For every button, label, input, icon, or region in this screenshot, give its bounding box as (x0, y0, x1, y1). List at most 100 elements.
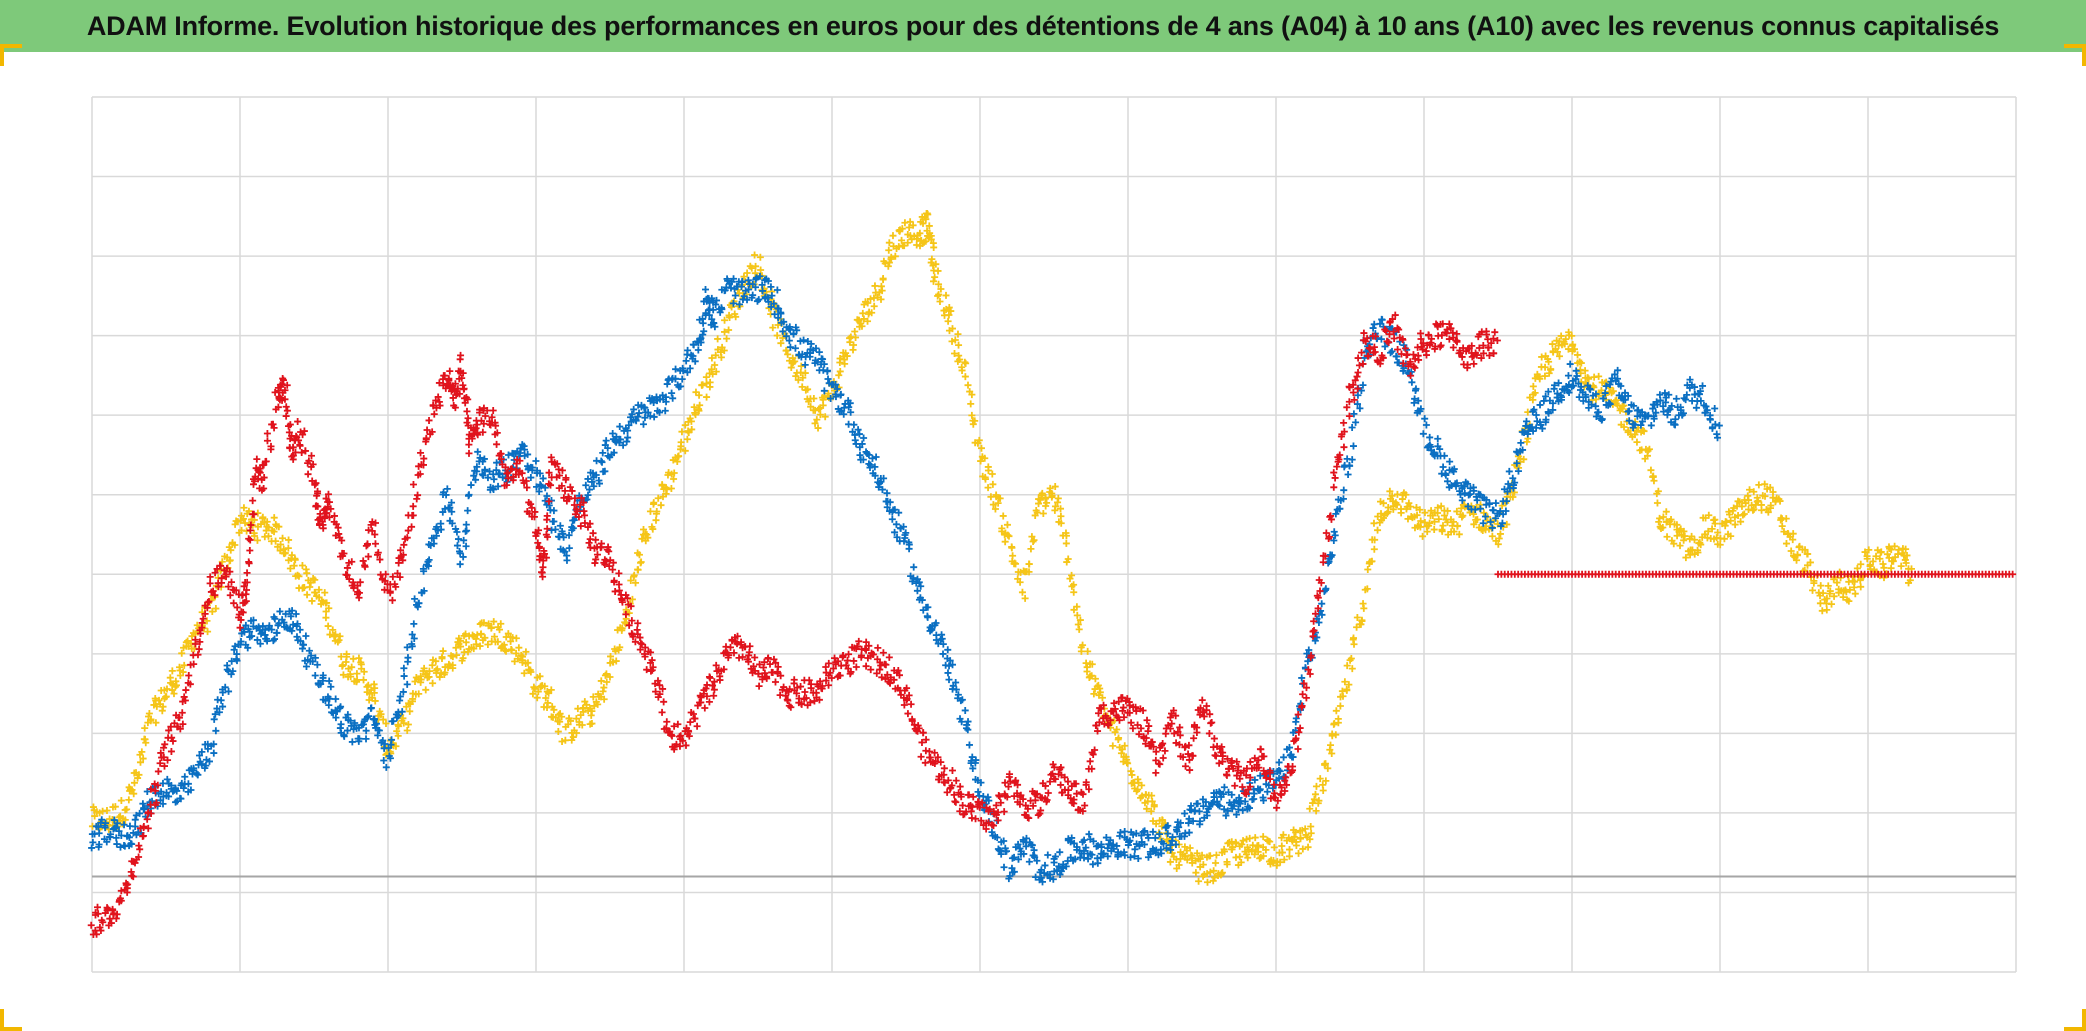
data-point (1027, 545, 1035, 553)
data-point (1897, 562, 1905, 570)
data-point (1251, 776, 1259, 784)
data-point (852, 663, 860, 671)
data-point (1332, 707, 1340, 715)
data-point (673, 458, 681, 466)
data-point (1127, 767, 1135, 775)
data-point (1450, 518, 1458, 526)
data-point (1286, 846, 1294, 854)
data-point (918, 596, 926, 604)
data-point (1044, 851, 1052, 859)
data-point (1003, 521, 1011, 529)
data-point (1778, 522, 1786, 530)
data-point (1517, 439, 1525, 447)
data-point (660, 698, 668, 706)
data-point (1411, 364, 1419, 372)
data-point (195, 752, 203, 760)
data-point (1745, 496, 1753, 504)
data-point (710, 692, 718, 700)
data-point (1322, 585, 1330, 593)
data-point (259, 513, 267, 521)
data-point (787, 364, 795, 372)
data-point (230, 599, 238, 607)
data-point (1757, 501, 1765, 509)
data-point (1906, 576, 1914, 584)
data-point (1030, 846, 1038, 854)
data-point (764, 277, 772, 285)
data-point (672, 365, 680, 373)
data-point (1312, 782, 1320, 790)
data-point (1025, 858, 1033, 866)
data-point (1241, 798, 1249, 806)
data-point (248, 632, 256, 640)
data-point (592, 471, 600, 479)
data-point (1672, 395, 1680, 403)
data-point (678, 375, 686, 383)
data-point (1219, 790, 1227, 798)
data-point (457, 643, 465, 651)
data-point (1851, 590, 1859, 598)
data-point (522, 648, 530, 656)
data-point (1306, 805, 1314, 813)
data-point (227, 546, 235, 554)
data-point (1104, 852, 1112, 860)
data-point (905, 545, 913, 553)
data-point (597, 677, 605, 685)
data-point (239, 515, 247, 523)
data-point (229, 667, 237, 675)
data-point (952, 777, 960, 785)
data-point (940, 764, 948, 772)
data-point (1345, 461, 1353, 469)
data-point (322, 614, 330, 622)
data-point (1312, 807, 1320, 815)
data-point (263, 637, 271, 645)
data-point (1295, 849, 1303, 857)
data-point (534, 688, 542, 696)
data-point (835, 371, 843, 379)
data-point (708, 354, 716, 362)
data-point (1659, 513, 1667, 521)
corner-marker (0, 1009, 22, 1031)
data-point (245, 559, 253, 567)
data-point (997, 850, 1005, 858)
data-point (1470, 520, 1478, 528)
data-point (1238, 840, 1246, 848)
data-point (1883, 550, 1891, 558)
data-point (891, 528, 899, 536)
data-point (779, 327, 787, 335)
data-point (1531, 389, 1539, 397)
data-point (1202, 798, 1210, 806)
data-point (95, 840, 103, 848)
data-point (870, 302, 878, 310)
data-point (908, 577, 916, 585)
data-point (415, 690, 423, 698)
data-point (740, 273, 748, 281)
data-point (425, 416, 433, 424)
data-point (1492, 514, 1500, 522)
data-point (1340, 419, 1348, 427)
data-point (1014, 855, 1022, 863)
data-point (1010, 868, 1018, 876)
data-point (490, 486, 498, 494)
data-point (850, 657, 858, 665)
data-point (1568, 332, 1576, 340)
data-point (968, 411, 976, 419)
data-point (657, 501, 665, 509)
data-point (616, 423, 624, 431)
data-point (1473, 496, 1481, 504)
data-point (755, 296, 763, 304)
data-point (1704, 527, 1712, 535)
data-point (858, 322, 866, 330)
data-point (1006, 872, 1014, 880)
data-point (833, 385, 841, 393)
data-point (815, 405, 823, 413)
data-point (751, 269, 759, 277)
data-point (161, 740, 169, 748)
data-point (550, 517, 558, 525)
data-point (764, 654, 772, 662)
data-point (1256, 786, 1264, 794)
data-point (432, 657, 440, 665)
data-point (1640, 427, 1648, 435)
data-point (991, 505, 999, 513)
data-point (453, 651, 461, 659)
data-point (670, 475, 678, 483)
